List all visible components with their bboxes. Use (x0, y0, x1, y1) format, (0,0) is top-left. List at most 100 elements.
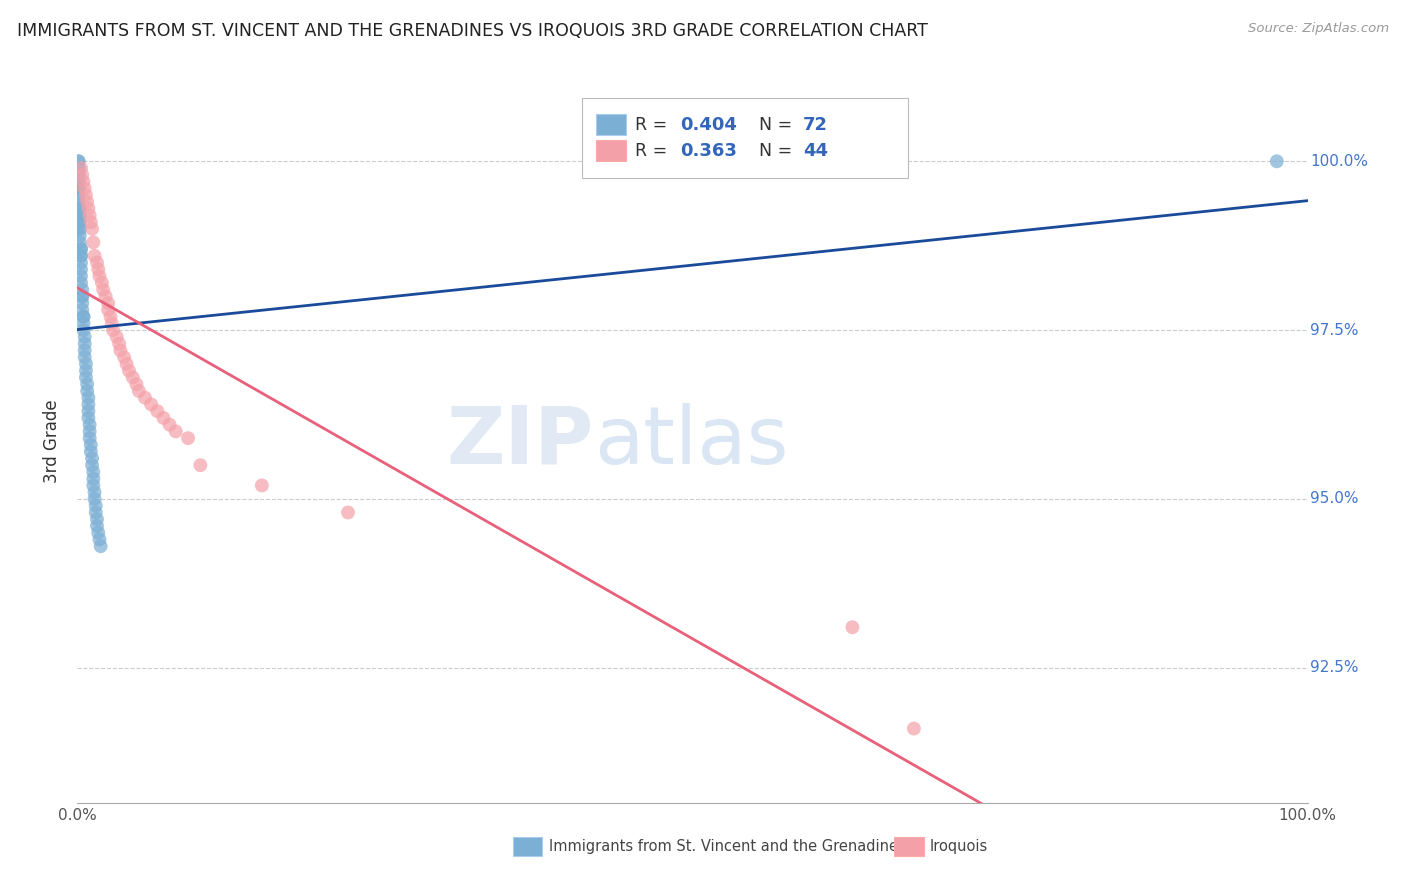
Point (100, 310, 122, 324)
Point (73, 343, 96, 358)
Point (82, 472, 104, 486)
Point (75, 357, 97, 371)
Point (70, 249, 93, 263)
Text: 0.363: 0.363 (681, 142, 737, 160)
Point (97, 296, 120, 310)
Text: 72: 72 (803, 116, 828, 134)
Point (82, 458, 104, 472)
Point (69, 235, 91, 250)
Point (86, 519, 108, 533)
Text: 95.0%: 95.0% (1310, 491, 1358, 507)
Point (72, 323, 94, 337)
Point (118, 364, 141, 378)
Point (87, 262, 110, 277)
Point (80, 438, 103, 452)
Point (70, 242, 93, 256)
Point (141, 397, 163, 411)
Point (69, 228, 91, 243)
Point (69, 208, 91, 222)
Point (70, 262, 93, 277)
Point (146, 404, 169, 418)
Point (67, 194, 90, 209)
Point (69, 215, 91, 229)
Point (90, 539, 112, 553)
Point (76, 384, 98, 398)
Point (73, 181, 96, 195)
Point (70, 269, 93, 284)
Point (1265, 154, 1288, 169)
Point (134, 391, 156, 405)
Point (77, 397, 100, 411)
Point (67, 154, 90, 169)
Point (90, 276, 114, 290)
Text: Immigrants from St. Vincent and the Grenadines: Immigrants from St. Vincent and the Gren… (548, 838, 905, 854)
Point (97, 302, 120, 317)
Text: Source: ZipAtlas.com: Source: ZipAtlas.com (1249, 22, 1389, 36)
Point (72, 175, 94, 189)
Point (70, 289, 93, 303)
Point (82, 222, 104, 236)
Point (80, 444, 103, 458)
Text: N =: N = (748, 116, 797, 134)
Point (69, 215, 91, 229)
Point (70, 276, 93, 290)
Point (70, 249, 93, 263)
Point (75, 364, 97, 378)
Point (83, 485, 105, 500)
Point (80, 215, 103, 229)
Text: 0.404: 0.404 (681, 116, 737, 134)
Point (77, 202, 100, 216)
Point (89, 269, 111, 284)
FancyBboxPatch shape (596, 113, 626, 136)
Point (84, 499, 107, 513)
Point (67, 154, 90, 169)
Point (79, 417, 101, 432)
Text: atlas: atlas (595, 402, 789, 481)
Text: ZIP: ZIP (447, 402, 595, 481)
Point (82, 478, 104, 492)
Point (70, 302, 93, 317)
Point (67, 168, 90, 182)
Point (115, 357, 138, 371)
Point (67, 181, 90, 195)
Point (165, 425, 187, 439)
Point (70, 242, 93, 256)
FancyBboxPatch shape (582, 98, 908, 178)
Point (903, 722, 925, 736)
Point (101, 323, 124, 337)
Point (70, 289, 93, 303)
Point (75, 188, 97, 202)
Text: R =: R = (634, 116, 672, 134)
Point (70, 161, 93, 175)
Point (177, 431, 200, 445)
Point (841, 620, 863, 634)
Point (112, 350, 135, 364)
Point (75, 370, 97, 384)
Point (72, 317, 94, 331)
Point (72, 310, 94, 324)
Point (84, 505, 107, 519)
Text: 100.0%: 100.0% (1310, 153, 1368, 169)
Point (188, 458, 212, 472)
Text: 44: 44 (803, 142, 828, 160)
Point (69, 222, 91, 236)
Point (70, 296, 93, 310)
Point (67, 168, 90, 182)
Point (105, 330, 128, 344)
Point (70, 283, 93, 297)
Point (76, 377, 98, 392)
Point (87, 525, 110, 540)
Point (67, 175, 90, 189)
Point (67, 175, 90, 189)
Text: R =: R = (634, 142, 672, 160)
Point (91, 283, 114, 297)
Point (69, 202, 91, 216)
Point (128, 384, 150, 398)
Point (69, 208, 91, 222)
Text: 97.5%: 97.5% (1310, 323, 1358, 338)
Y-axis label: 3rd Grade: 3rd Grade (44, 400, 62, 483)
Point (83, 249, 105, 263)
Point (77, 411, 100, 425)
Point (70, 168, 93, 182)
Point (67, 188, 90, 202)
